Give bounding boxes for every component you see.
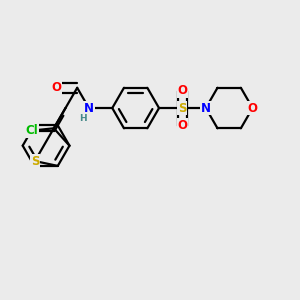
Text: N: N [84, 101, 94, 115]
Text: O: O [177, 119, 188, 132]
Text: H: H [79, 114, 87, 123]
Text: O: O [177, 84, 188, 97]
Text: N: N [201, 101, 211, 115]
Text: S: S [178, 101, 187, 115]
Text: O: O [52, 81, 61, 94]
Text: O: O [248, 101, 258, 115]
Text: Cl: Cl [25, 124, 38, 137]
Text: S: S [31, 154, 39, 168]
